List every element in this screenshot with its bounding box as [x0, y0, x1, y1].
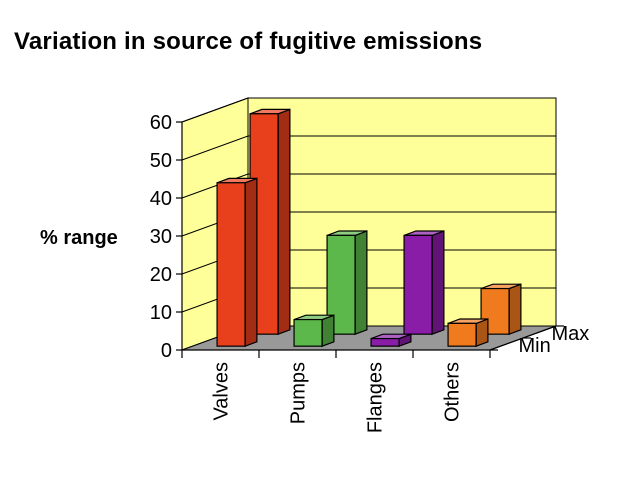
chart-axes: 0 10 20 30 40 50 60 Valves Pumps Flanges Others Min… [150, 112, 590, 433]
gridline [181, 135, 556, 161]
gridline [181, 97, 556, 123]
y-tick-label: 30 [150, 226, 172, 248]
y-tick-label: 60 [150, 112, 172, 134]
bar-front [370, 337, 400, 347]
bar-flanges-max [403, 230, 445, 336]
bar-front [403, 234, 433, 335]
y-tick-label: 0 [161, 340, 172, 362]
chart-title: Variation in source of fugitive emission… [14, 28, 483, 55]
bar-side [277, 108, 291, 336]
y-tick-label: 40 [150, 188, 172, 210]
depth-tick-label: Max [552, 323, 590, 345]
y-tick-label: 10 [150, 302, 172, 324]
bar-side [508, 283, 522, 336]
bar-side [354, 230, 368, 336]
bar-front [293, 318, 323, 347]
chart-bars [216, 108, 522, 348]
x-tick-label: Pumps [288, 362, 310, 424]
x-tick-label: Valves [211, 362, 233, 421]
gridline [181, 173, 556, 199]
x-tick-label: Flanges [365, 362, 387, 433]
bar-valves-min [216, 177, 258, 348]
bar-front [447, 322, 477, 347]
x-tick-label: Others [442, 362, 464, 422]
bar-side [321, 314, 335, 348]
y-tick-label: 20 [150, 264, 172, 286]
y-tick-label: 50 [150, 150, 172, 172]
depth-tick-label: Min [519, 335, 551, 357]
bar-flanges-min [370, 333, 412, 348]
bar-front [216, 182, 246, 347]
bar-others-min [447, 318, 489, 348]
y-axis-label: % range [40, 227, 118, 249]
bar-side [431, 230, 445, 336]
bar-pumps-min [293, 314, 335, 348]
bar-side [244, 177, 258, 348]
